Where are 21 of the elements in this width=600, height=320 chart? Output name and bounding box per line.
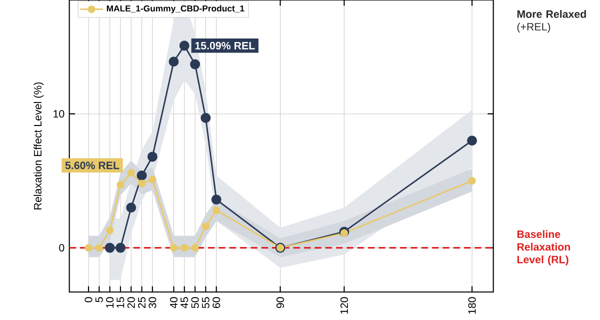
x-tick-label: 60 bbox=[212, 297, 220, 308]
legend-label: MALE_1-Gummy_CBD-Product_1 bbox=[106, 5, 244, 14]
ref-line-label: Baseline Relaxation Level (RL) bbox=[517, 230, 570, 266]
x-tick-label: 20 bbox=[127, 297, 135, 308]
x-tick-label: 55 bbox=[202, 297, 210, 308]
x-tick-label: 180 bbox=[468, 297, 476, 314]
x-tick-label: 0 bbox=[84, 297, 92, 302]
annotation: 5.60% REL bbox=[65, 162, 120, 170]
x-tick-label: 120 bbox=[340, 297, 348, 314]
x-tick-label: 30 bbox=[148, 297, 156, 308]
x-tick-label: 90 bbox=[276, 297, 284, 308]
x-tick-label: 10 bbox=[106, 297, 114, 308]
x-tick-label: 45 bbox=[180, 297, 188, 308]
x-tick-label: 40 bbox=[170, 297, 178, 308]
x-tick-label: 25 bbox=[138, 297, 146, 308]
x-tick-label: 50 bbox=[191, 297, 199, 308]
text: More Relaxed (+REL) bbox=[517, 10, 586, 33]
annotation: 15.09% REL bbox=[195, 42, 255, 50]
y-axis-title: Relaxation Effect Level (%) bbox=[34, 82, 44, 210]
x-tick-label: 15 bbox=[116, 297, 124, 308]
x-tick-label: 5 bbox=[95, 297, 103, 302]
